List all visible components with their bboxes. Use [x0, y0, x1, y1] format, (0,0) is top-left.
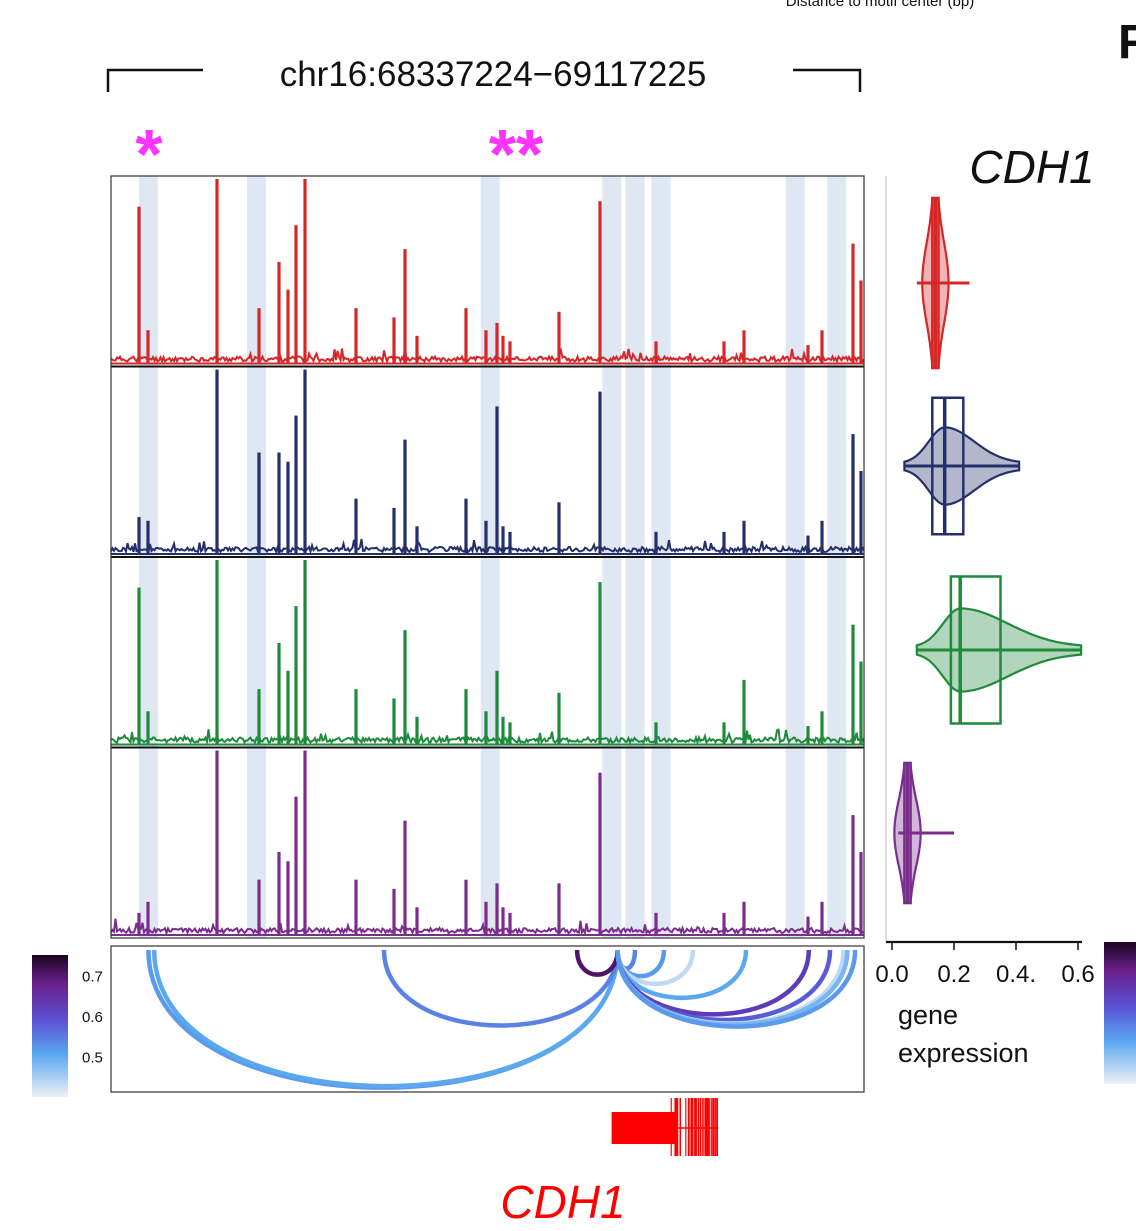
colorbar-ticks: 0.7 0.6 0.5 — [82, 968, 103, 1066]
violin-ticks: 0.0 0.2 0.4. 0.6 — [875, 942, 1095, 988]
colorbar-tick-label: 0.6 — [82, 1009, 103, 1026]
bracket-left — [106, 68, 203, 92]
violin-xlabel-line2: expression — [898, 1038, 1029, 1068]
colorbar-tick-label: 0.7 — [82, 968, 103, 985]
x-tick-label: 0.4. — [996, 961, 1036, 988]
top-cropped-label: Distance to motif center (bp) — [786, 0, 974, 10]
x-tick-label: 0.0 — [875, 961, 908, 988]
arc-links — [146, 949, 858, 1090]
x-tick-label: 0.6 — [1061, 961, 1094, 988]
arc-link — [151, 949, 620, 1089]
gene-block — [611, 1112, 676, 1144]
colorbar-right-cropped — [1104, 942, 1136, 1084]
colorbar — [32, 955, 68, 1097]
violins — [893, 196, 1083, 905]
violin-title: CDH1 — [969, 141, 1094, 193]
gene-model — [611, 1098, 719, 1156]
arc-panel: 0.7 0.6 0.5 — [32, 942, 1136, 1097]
colorbar-tick-label: 0.5 — [82, 1049, 103, 1066]
panel-letter: F — [1118, 16, 1136, 69]
violin-panel: CDH1 0.0 0.2 0.4. 0.6 gene expression — [875, 141, 1094, 1068]
arc-link — [381, 949, 620, 1028]
track-lines — [110, 179, 865, 937]
region-label: chr16:68337224−69117225 — [280, 55, 707, 94]
bracket-right — [793, 68, 862, 92]
tracks-frame — [110, 175, 865, 939]
region-bracket: chr16:68337224−69117225 — [106, 55, 862, 94]
coverage-tracks — [110, 175, 865, 939]
x-tick-label: 0.2 — [937, 961, 970, 988]
gene-label: CDH1 — [500, 1176, 625, 1228]
arc-link — [615, 949, 858, 1029]
violin-xlabel-line1: gene — [898, 1000, 958, 1030]
